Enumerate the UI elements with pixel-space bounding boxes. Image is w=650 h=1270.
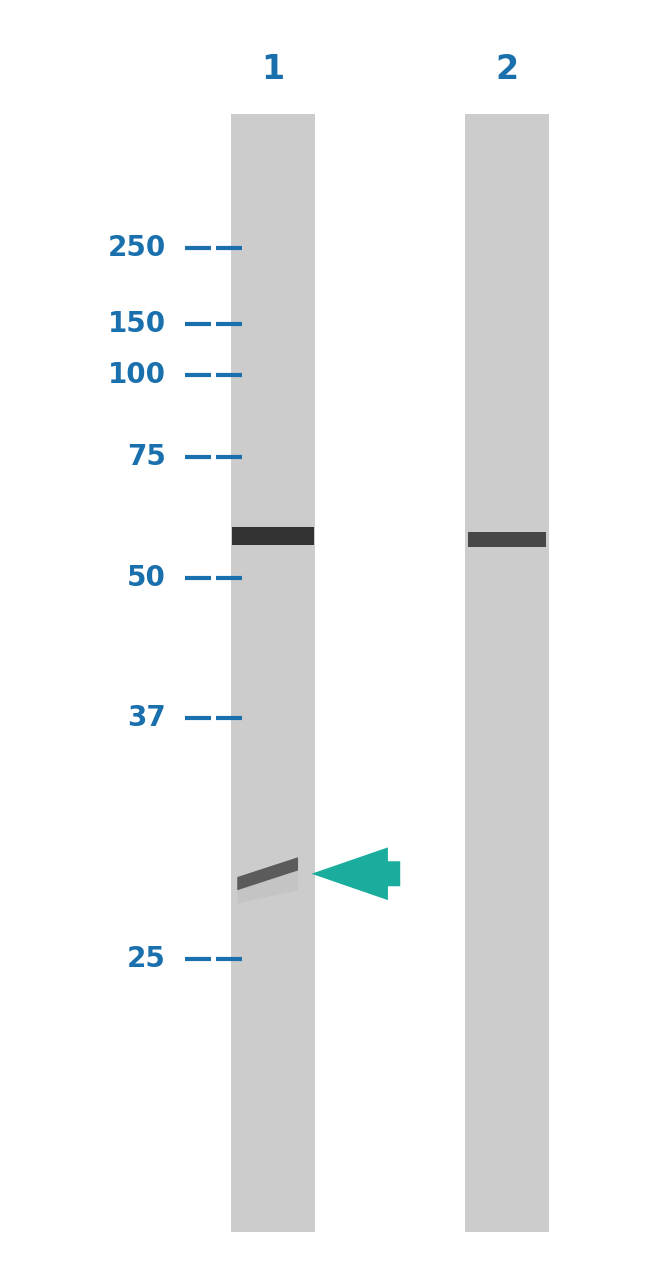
Text: 2: 2 <box>495 53 519 86</box>
Text: 100: 100 <box>108 361 166 389</box>
Polygon shape <box>237 870 298 903</box>
Text: 50: 50 <box>127 564 166 592</box>
Bar <box>231 114 315 1232</box>
Text: 1: 1 <box>261 53 285 86</box>
Text: 25: 25 <box>127 945 166 973</box>
Bar <box>233 527 313 545</box>
Text: 75: 75 <box>127 443 166 471</box>
Polygon shape <box>237 857 298 890</box>
Text: 37: 37 <box>127 704 166 732</box>
Text: 150: 150 <box>108 310 166 338</box>
Text: 250: 250 <box>107 234 166 262</box>
Bar <box>465 114 549 1232</box>
Bar <box>468 532 546 547</box>
